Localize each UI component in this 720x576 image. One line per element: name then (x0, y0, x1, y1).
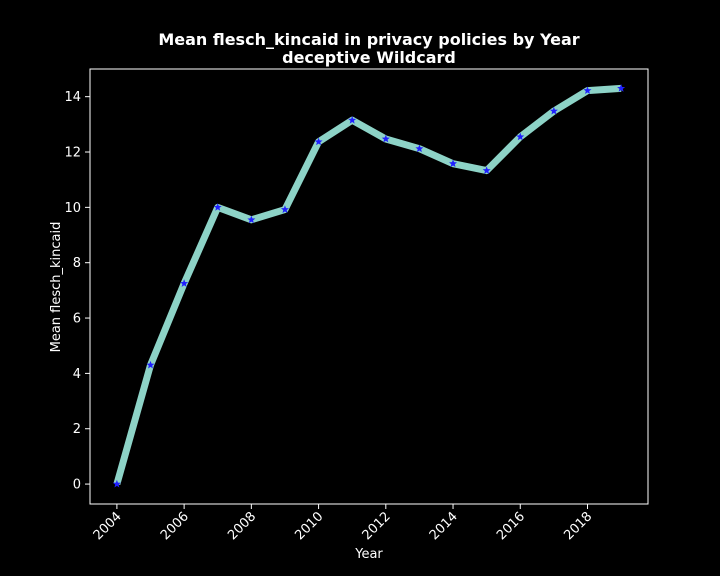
x-axis-label: Year (354, 547, 383, 562)
y-axis-label: Mean flesch_kincaid (49, 222, 64, 353)
data-point-marker (583, 86, 592, 94)
chart-title-line-2: deceptive Wildcard (282, 48, 456, 67)
data-point-marker (482, 166, 491, 174)
y-tick-label: 14 (64, 90, 81, 105)
data-point-marker (348, 115, 357, 124)
y-tick-label: 6 (73, 312, 81, 327)
y-tick-label: 4 (73, 367, 81, 382)
data-point-marker (180, 279, 189, 287)
data-point-marker (112, 479, 121, 488)
data-point-marker (213, 203, 222, 211)
data-point-marker (516, 132, 525, 141)
data-point-marker (146, 360, 155, 369)
data-point-marker (449, 159, 458, 168)
data-point-marker (415, 144, 424, 153)
chart-title-line-1: Mean flesch_kincaid in privacy policies … (158, 30, 579, 49)
data-point-marker (247, 215, 256, 224)
data-point-marker (549, 106, 558, 115)
y-tick-label: 0 (73, 478, 81, 493)
data-point-marker (381, 134, 390, 143)
y-tick-label: 12 (64, 146, 81, 161)
series-line (113, 84, 622, 486)
data-point-marker (280, 205, 289, 213)
y-tick-label: 2 (73, 422, 81, 437)
data-point-marker (617, 84, 626, 92)
axes-frame (89, 68, 649, 505)
data-point-marker (314, 137, 323, 146)
y-tick-label: 10 (64, 201, 81, 216)
y-tick-label: 8 (73, 256, 81, 271)
